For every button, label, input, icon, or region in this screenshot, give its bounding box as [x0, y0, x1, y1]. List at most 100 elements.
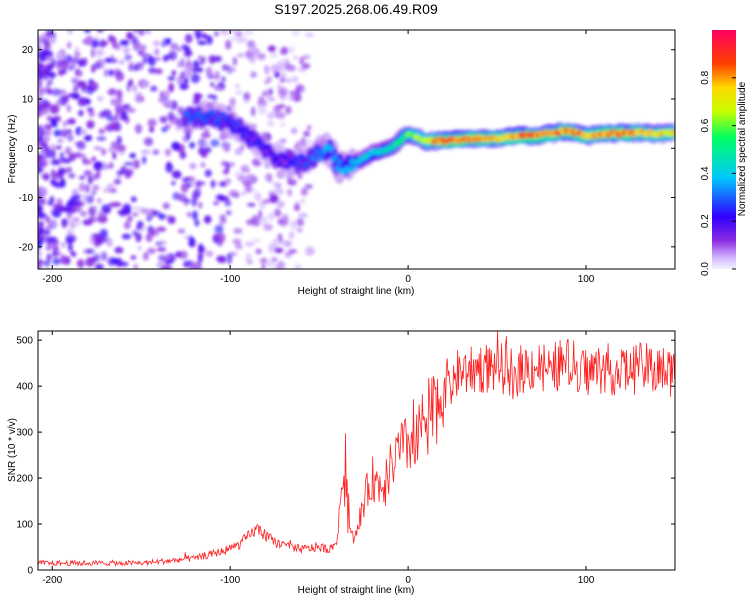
- snr-y-ticks: 0 100 200 300 400 500: [16, 336, 675, 577]
- spectrogram-noise-cell: [68, 172, 76, 179]
- spectrogram-noise-cell: [38, 139, 43, 149]
- spectrogram-noise-cell: [303, 130, 311, 138]
- spectrogram-image: [38, 30, 675, 269]
- spectrogram-noise-cell: [53, 159, 62, 166]
- spectrogram-noise-cell: [134, 123, 143, 134]
- spectrogram-noise-cell: [130, 196, 137, 203]
- spectrogram-noise-cell: [190, 73, 201, 84]
- spectrogram-noise-cell: [38, 220, 44, 228]
- spectrogram-noise-cell: [266, 120, 275, 127]
- spectrogram-noise-cell: [268, 243, 276, 253]
- spectrogram-noise-cell: [240, 145, 245, 151]
- spectrogram-noise-cell: [168, 82, 175, 93]
- spectrogram-noise-cell: [160, 41, 168, 47]
- colorbar: 0.0 0.2 0.4 0.6 0.8 Normalized spectral ampl…: [700, 30, 748, 276]
- spectrogram-ridge-cell: [245, 138, 251, 145]
- spectrogram-noise-cell: [112, 58, 118, 64]
- spectrogram-x-ticks: -200 -100 0 100: [42, 30, 595, 285]
- spectrogram-noise-cell: [38, 258, 43, 267]
- spectrogram-noise-cell: [291, 75, 299, 83]
- spectrogram-noise-cell: [240, 191, 247, 196]
- spectrogram-noise-cell: [147, 247, 157, 254]
- spectrogram-noise-cell: [55, 59, 61, 70]
- spectrogram-noise-cell: [38, 43, 41, 51]
- spectrogram-noise-cell: [96, 198, 103, 204]
- y-tick-label: -20: [19, 242, 34, 253]
- spectrogram-noise-cell: [59, 52, 66, 61]
- spectrogram-noise-cell: [84, 30, 91, 34]
- spectrogram-noise-cell: [189, 162, 197, 170]
- spectrogram-noise-cell: [152, 40, 160, 46]
- colorbar-tick-label: 0.8: [700, 70, 711, 84]
- spectrogram-noise-cell: [302, 54, 311, 60]
- spectrogram-noise-cell: [96, 30, 104, 33]
- spectrogram-ridge-cell: [268, 150, 274, 157]
- spectrogram-noise-cell: [167, 76, 176, 81]
- spectrogram-noise-cell: [126, 215, 133, 223]
- spectrogram-noise-cell: [97, 211, 105, 218]
- spectrogram-noise-cell: [52, 249, 57, 258]
- spectrogram-ridge-cell: [249, 131, 255, 138]
- spectrogram-noise-cell: [126, 31, 133, 38]
- spectrogram-noise-cell: [63, 54, 73, 64]
- spectrogram-noise-cell: [283, 58, 290, 63]
- spectrogram-noise-cell: [38, 87, 48, 94]
- spectrogram-noise-cell: [80, 210, 88, 217]
- spectrogram-noise-cell: [151, 210, 161, 216]
- spectrogram-noise-cell: [195, 180, 202, 188]
- spectrogram-noise-cell: [113, 68, 122, 77]
- spectrogram-noise-cell: [252, 238, 261, 244]
- colorbar-tick-label: 0.4: [700, 166, 711, 180]
- spectrogram-noise-cell: [243, 99, 249, 104]
- spectrogram-noise-cell: [92, 173, 98, 181]
- spectrogram-noise-cell: [242, 180, 252, 187]
- spectrogram-noise-cell: [38, 165, 42, 175]
- spectrogram-noise-cell: [224, 199, 232, 207]
- spectrogram-noise-cell: [78, 109, 84, 117]
- spectrogram-noise-cell: [147, 118, 157, 127]
- spectrogram-noise-cell: [59, 151, 65, 162]
- spectrogram-noise-cell: [62, 120, 68, 127]
- spectrogram-noise-cell: [167, 111, 175, 121]
- spectrogram-noise-cell: [38, 203, 42, 213]
- spectrogram-noise-cell: [76, 80, 86, 89]
- spectrogram-ridge-cell: [262, 152, 268, 159]
- snr-series-line: [38, 331, 675, 568]
- y-tick-label: 10: [22, 94, 34, 105]
- y-tick-label: 0: [27, 566, 33, 577]
- spectrogram-noise-cell: [106, 183, 115, 190]
- spectrogram-noise-cell: [59, 95, 66, 104]
- spectrogram-noise-cell: [247, 202, 256, 207]
- spectrogram-noise-cell: [163, 89, 170, 100]
- y-tick-label: 500: [16, 336, 33, 347]
- spectrogram-noise-cell: [94, 263, 104, 269]
- spectrogram-noise-cell: [38, 227, 45, 234]
- spectrogram-noise-cell: [78, 175, 86, 180]
- spectrogram-noise-cell: [114, 246, 124, 254]
- spectrogram-ridge-cell: [242, 125, 249, 132]
- y-tick-label: 20: [22, 45, 34, 56]
- spectrogram-noise-cell: [62, 61, 69, 70]
- spectrogram-noise-cell: [228, 189, 239, 197]
- spectrogram-noise-cell: [289, 90, 296, 96]
- snr-panel: -200 -100 0 100 0 100 200 300 400 500 Height of …: [7, 330, 676, 596]
- spectrogram-ridge-cell: [266, 145, 272, 151]
- spectrogram-noise-cell: [214, 70, 221, 81]
- spectrogram-noise-cell: [146, 211, 152, 216]
- spectrogram-ridge-cell: [328, 146, 334, 153]
- spectrogram-noise-cell: [214, 224, 224, 234]
- spectrogram-noise-cell: [268, 88, 273, 95]
- spectrogram-noise-cell: [165, 163, 174, 173]
- spectrogram-noise-cell: [214, 31, 219, 37]
- spectrogram-noise-cell: [171, 70, 176, 76]
- spectrogram-noise-cell: [65, 219, 75, 224]
- spectrogram-noise-cell: [116, 174, 123, 179]
- spectrogram-noise-cell: [132, 230, 138, 237]
- spectrogram-ridge-cell: [347, 167, 353, 174]
- colorbar-tick-label: 0.2: [700, 214, 711, 228]
- spectrogram-noise-cell: [192, 99, 201, 105]
- colorbar-ticks: 0.0 0.2 0.4 0.6 0.8: [700, 70, 736, 276]
- spectrogram-noise-cell: [119, 39, 130, 46]
- spectrogram-noise-cell: [186, 211, 192, 218]
